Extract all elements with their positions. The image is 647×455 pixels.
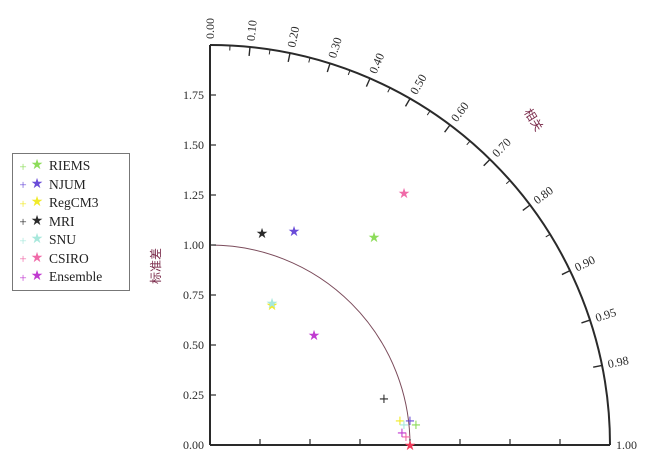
legend-star-icon: ★ <box>30 213 44 229</box>
correlation-tick-label: 0.10 <box>244 19 260 41</box>
std-tick-label: 0.75 <box>183 288 204 302</box>
legend-label: NJUM <box>49 176 86 192</box>
correlation-minor-tick <box>268 49 271 55</box>
point-plus-ensemble: + <box>397 426 408 441</box>
legend-label: Ensemble <box>49 269 103 285</box>
legend-star-icon: ★ <box>30 269 44 285</box>
correlation-tick-label: 0.90 <box>572 253 597 275</box>
correlation-tick-label: 0.40 <box>366 51 387 76</box>
correlation-tick-mark <box>287 52 291 63</box>
legend-star-icon: ★ <box>30 158 44 174</box>
point-plus-csiro: + <box>401 430 412 445</box>
std-tick-label: 1.00 <box>183 238 204 252</box>
std-tick-label: 0.00 <box>183 438 204 452</box>
correlation-tick-mark <box>365 78 371 87</box>
legend-item-riems: + ★ RIEMS <box>17 157 125 176</box>
legend-label: CSIRO <box>49 250 89 266</box>
correlation-minor-tick <box>505 180 511 185</box>
legend-plus-icon: + <box>19 232 27 248</box>
correlation-tick-label: 0.80 <box>531 183 556 207</box>
point-star-snu: ★ <box>266 296 279 312</box>
point-plus-snu: + <box>399 418 410 433</box>
legend-plus-icon: + <box>19 269 27 285</box>
correlation-minor-tick <box>545 233 551 238</box>
legend-item-snu: + ★ SNU <box>17 231 125 250</box>
legend-plus-icon: + <box>19 214 27 230</box>
correlation-minor-tick <box>347 70 351 76</box>
correlation-minor-tick <box>466 140 471 146</box>
legend-star-icon: ★ <box>30 250 44 266</box>
point-star-mri: ★ <box>256 226 269 242</box>
reference-std-arc <box>209 244 411 446</box>
correlation-tick-label: 0.70 <box>489 135 514 160</box>
point-plus-mri: + <box>379 392 390 407</box>
correlation-tick-mark <box>522 204 531 211</box>
point-star-csiro: ★ <box>398 186 411 202</box>
correlation-tick-label: 0.50 <box>407 72 430 97</box>
legend-plus-icon: + <box>19 158 27 174</box>
std-tick-label: 0.50 <box>183 338 204 352</box>
legend: + ★ RIEMS + ★ NJUM + ★ RegCM3 + ★ MRI + ★ SNU + ★ CSIRO + ★… <box>12 153 130 291</box>
correlation-tick-mark <box>326 63 331 73</box>
point-plus-riems: + <box>411 418 422 433</box>
correlation-tick-label: 0.60 <box>448 99 472 124</box>
correlation-tick-label: 0.95 <box>594 305 618 325</box>
correlation-minor-tick <box>426 110 431 116</box>
legend-star-icon: ★ <box>30 176 44 192</box>
correlation-tick-mark <box>483 158 491 167</box>
correlation-tick-label: 0.98 <box>606 353 629 371</box>
legend-label: SNU <box>49 232 77 248</box>
correlation-tick-label: 1.00 <box>616 438 637 452</box>
correlation-tick-label: 0.00 <box>203 18 217 39</box>
legend-star-icon: ★ <box>30 195 44 211</box>
legend-item-mri: + ★ MRI <box>17 213 125 232</box>
correlation-tick-label: 0.20 <box>284 25 302 48</box>
legend-star-icon: ★ <box>30 232 44 248</box>
legend-plus-icon: + <box>19 177 27 193</box>
correlation-tick-mark <box>581 319 591 324</box>
legend-item-njum: + ★ NJUM <box>17 176 125 195</box>
correlation-minor-tick <box>387 87 391 93</box>
point-plus-regcm3: + <box>395 414 406 429</box>
point-plus-njum: + <box>405 414 416 429</box>
point-star-regcm3: ★ <box>266 298 279 314</box>
grid-layer <box>209 244 411 446</box>
point-star-ensemble: ★ <box>308 328 321 344</box>
std-tick-label: 0.25 <box>183 388 204 402</box>
axis-layer: 0.00 0.25 0.50 0.75 1.00 1.25 1.50 1.75 0.00 0.10… <box>183 18 637 452</box>
legend-item-csiro: + ★ CSIRO <box>17 250 125 269</box>
point-star-riems: ★ <box>368 230 381 246</box>
correlation-minor-tick <box>308 57 311 63</box>
correlation-tick-mark <box>404 98 411 107</box>
std-tick-label: 1.50 <box>183 138 204 152</box>
correlation-tick-label: 0.30 <box>325 36 345 60</box>
y-axis-title: 标准差 <box>149 248 163 284</box>
legend-label: RegCM3 <box>49 195 99 211</box>
std-tick-label: 1.75 <box>183 88 204 102</box>
correlation-tick-mark <box>593 364 603 368</box>
legend-label: MRI <box>49 213 75 229</box>
correlation-tick-mark <box>561 270 571 276</box>
point-star-njum: ★ <box>288 224 301 240</box>
legend-plus-icon: + <box>19 251 27 267</box>
correlation-tick-mark <box>444 124 451 133</box>
std-tick-label: 1.25 <box>183 188 204 202</box>
marks-layer: ★+★+★+★+★+★+★+★ <box>256 186 422 454</box>
legend-item-regcm3: + ★ RegCM3 <box>17 194 125 213</box>
reference-point: ★ <box>404 438 417 454</box>
legend-item-ensemble: + ★ Ensemble <box>17 268 125 287</box>
correlation-arc-title: 相关 <box>521 106 546 134</box>
legend-label: RIEMS <box>49 158 91 174</box>
correlation-arc <box>209 44 611 446</box>
legend-plus-icon: + <box>19 195 27 211</box>
correlation-tick-mark <box>248 46 251 57</box>
